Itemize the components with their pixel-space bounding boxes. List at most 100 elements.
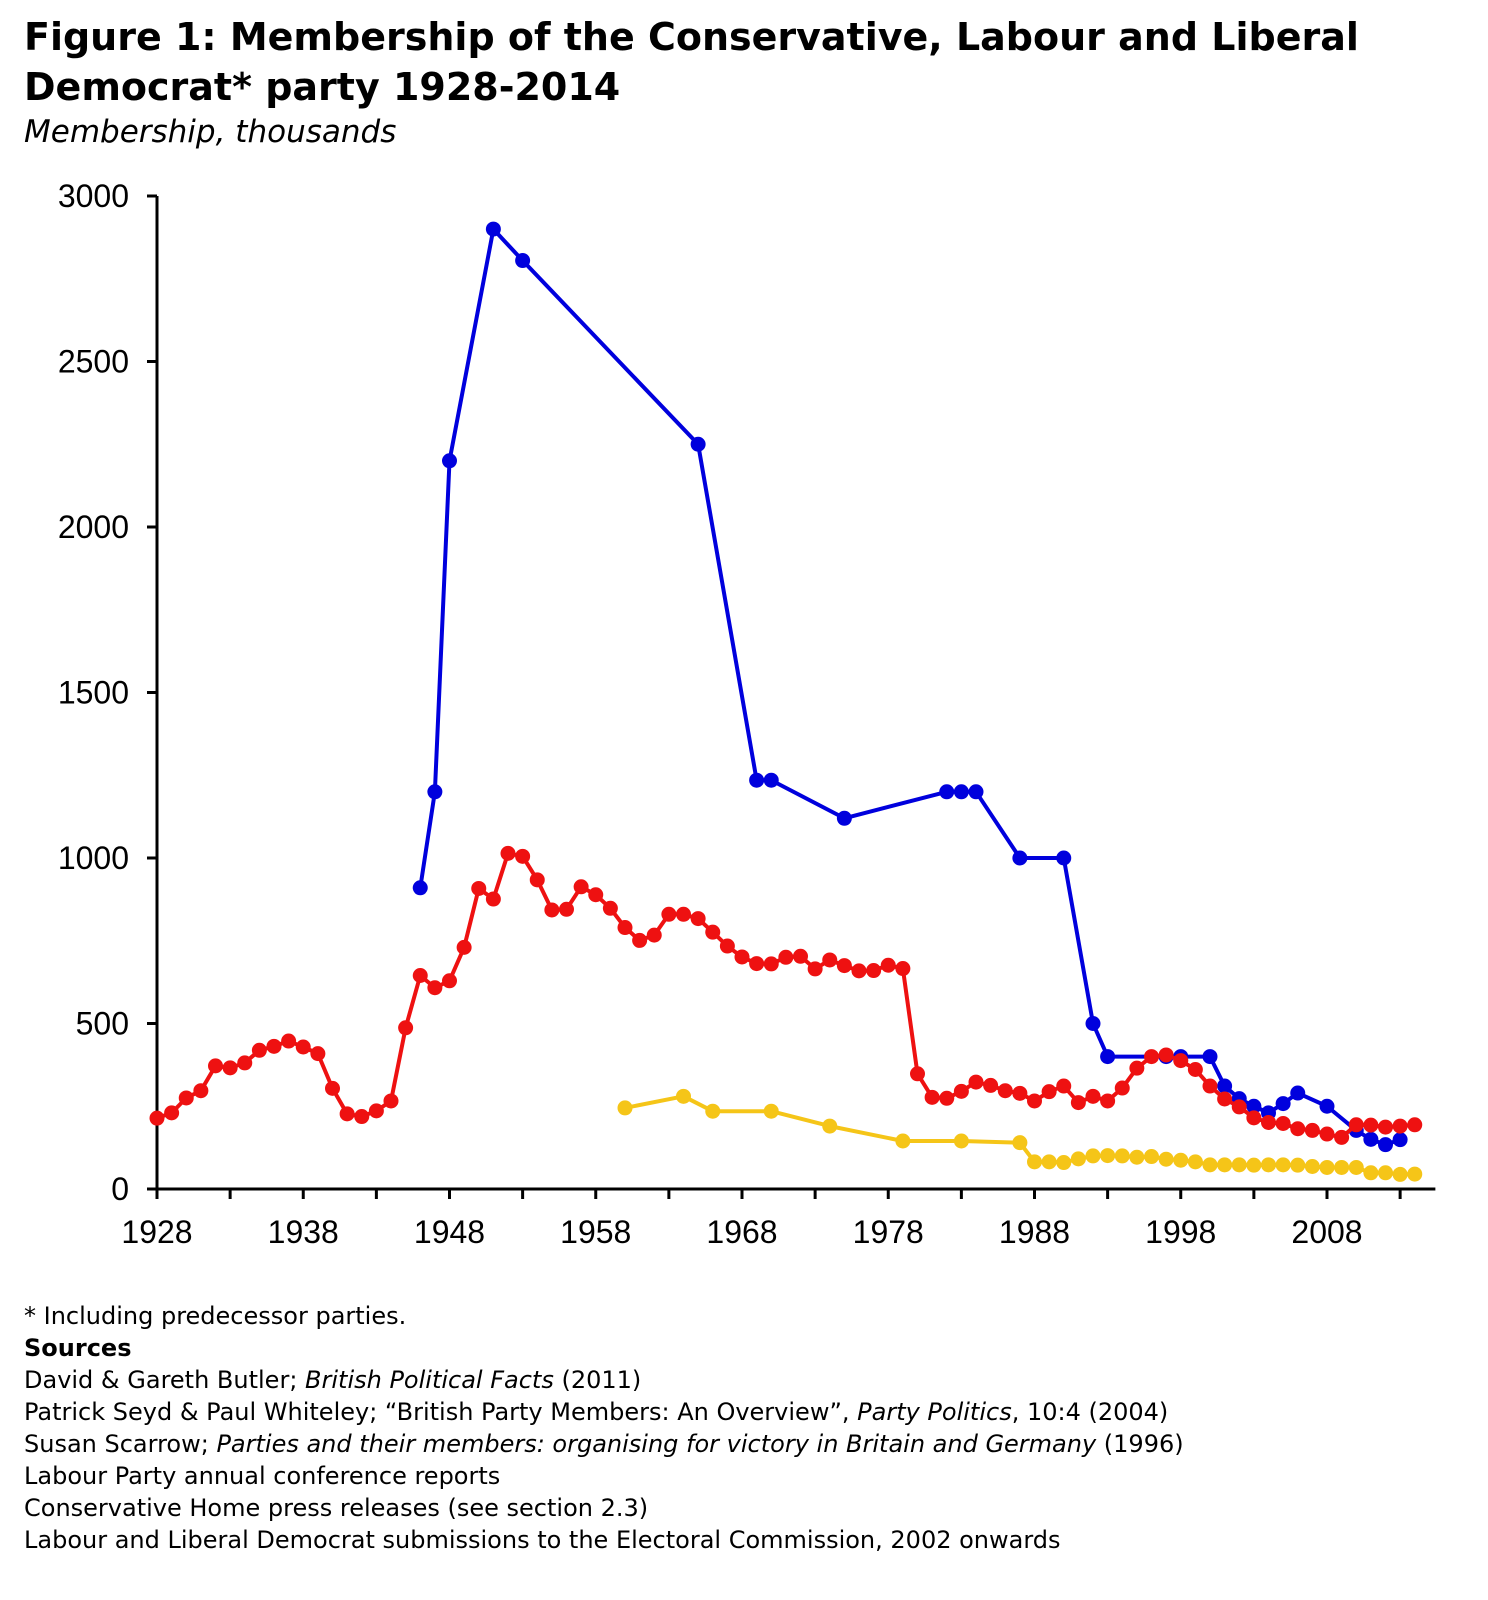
data-point — [1129, 1149, 1145, 1165]
data-point — [778, 949, 794, 965]
data-point — [719, 938, 735, 954]
data-point — [368, 1103, 384, 1119]
data-point — [1261, 1157, 1276, 1173]
data-point — [500, 845, 516, 861]
data-point — [822, 1118, 838, 1134]
data-point — [968, 1074, 984, 1090]
y-tick-label: 1500 — [58, 675, 129, 711]
data-point — [1158, 1047, 1174, 1063]
data-point — [690, 436, 706, 452]
data-point — [222, 1060, 238, 1076]
data-point — [939, 1090, 955, 1106]
data-point — [310, 1046, 326, 1062]
data-point — [1378, 1137, 1393, 1153]
data-point — [851, 963, 867, 979]
data-point — [1231, 1099, 1247, 1115]
data-point — [1114, 1148, 1130, 1164]
x-tick-label: 1988 — [999, 1214, 1070, 1250]
data-point — [1363, 1131, 1379, 1147]
chart-notes: * Including predecessor parties. Sources… — [24, 1300, 1184, 1556]
data-point — [1202, 1049, 1218, 1065]
data-point — [1334, 1129, 1350, 1145]
data-point — [398, 1020, 414, 1036]
data-point — [1012, 1085, 1028, 1101]
x-tick-label: 1968 — [706, 1214, 777, 1250]
chart-subtitle: Membership, thousands — [24, 114, 397, 150]
data-point — [1144, 1049, 1159, 1065]
data-point — [953, 784, 969, 800]
data-point — [1085, 1016, 1101, 1031]
y-tick-label: 1000 — [58, 840, 129, 876]
data-point — [251, 1042, 267, 1058]
data-point — [1246, 1098, 1262, 1114]
data-point — [1319, 1159, 1335, 1175]
source-item: Labour and Liberal Democrat submissions … — [24, 1526, 1061, 1554]
data-point — [953, 1133, 969, 1149]
data-point — [749, 956, 765, 972]
data-point — [661, 906, 677, 922]
data-point — [1348, 1159, 1364, 1175]
data-point — [544, 902, 560, 918]
data-point — [602, 900, 618, 916]
data-point — [1392, 1118, 1408, 1134]
data-point — [1027, 1154, 1042, 1170]
data-point — [1363, 1117, 1379, 1133]
data-point — [968, 784, 984, 800]
data-point — [924, 1089, 940, 1105]
data-point — [164, 1105, 180, 1121]
data-point — [1378, 1165, 1393, 1181]
data-point — [1290, 1157, 1306, 1173]
data-point — [442, 973, 457, 989]
data-point — [705, 1103, 721, 1119]
data-point — [529, 872, 545, 888]
data-point — [1275, 1157, 1291, 1173]
x-tick-label: 1998 — [1145, 1214, 1216, 1250]
data-point — [763, 956, 779, 972]
data-point — [1246, 1157, 1262, 1173]
data-point — [1407, 1117, 1423, 1133]
data-point — [734, 949, 750, 965]
x-tick-label: 1938 — [268, 1214, 339, 1250]
data-point — [149, 1110, 165, 1126]
data-point — [1246, 1110, 1262, 1126]
data-point — [1114, 1080, 1130, 1096]
data-point — [1158, 1151, 1174, 1167]
data-point — [1012, 850, 1028, 866]
data-point — [676, 906, 691, 922]
data-point — [588, 887, 604, 903]
data-point — [339, 1106, 355, 1122]
data-point — [412, 968, 428, 984]
data-point — [1304, 1122, 1320, 1138]
data-point — [793, 948, 808, 964]
sources-heading: Sources — [24, 1334, 132, 1362]
data-point — [1187, 1154, 1203, 1170]
data-point — [427, 784, 443, 800]
data-point — [1334, 1159, 1350, 1175]
data-point — [573, 879, 589, 895]
data-point — [1041, 1084, 1057, 1100]
data-point — [295, 1039, 311, 1055]
footnote: * Including predecessor parties. — [24, 1302, 407, 1330]
data-point — [485, 221, 501, 237]
data-point — [471, 880, 487, 896]
data-point — [1100, 1049, 1116, 1065]
y-tick-label: 2000 — [58, 509, 129, 545]
x-tick-label: 1978 — [853, 1214, 924, 1250]
y-tick-label: 3000 — [58, 178, 129, 214]
data-point — [1187, 1062, 1203, 1078]
data-point — [910, 1066, 925, 1082]
data-point — [939, 784, 955, 800]
data-point — [178, 1090, 194, 1106]
data-point — [895, 961, 911, 977]
data-point — [749, 772, 765, 788]
data-point — [705, 924, 721, 940]
data-point — [763, 772, 779, 788]
data-point — [266, 1038, 282, 1054]
data-point — [1085, 1148, 1101, 1164]
data-point — [676, 1088, 691, 1104]
x-tick-label: 2008 — [1291, 1214, 1362, 1250]
data-point — [456, 939, 472, 955]
line-chart: 0 500 1000 1500 2000 2500 3000 1928 1938 1948 1958… — [58, 178, 1436, 1250]
data-point — [822, 952, 838, 968]
data-point — [617, 1100, 633, 1116]
